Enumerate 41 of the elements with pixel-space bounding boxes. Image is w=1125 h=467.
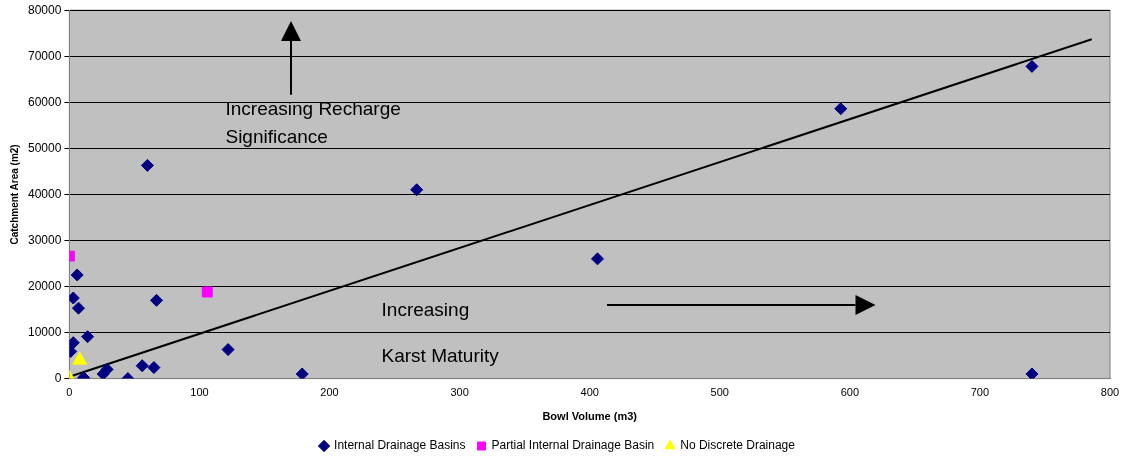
point [140, 158, 154, 172]
point [1025, 59, 1039, 73]
point [70, 268, 84, 282]
point [590, 252, 604, 266]
legend-label: Partial Internal Drainage Basin [491, 438, 655, 453]
y-tick-label: 0 [54, 370, 62, 385]
point [1025, 367, 1039, 379]
y-tick-label: 30000 [27, 232, 62, 247]
legend-label: No Discrete Drainage [680, 438, 796, 453]
y-tick-label: 20000 [27, 278, 62, 293]
x-tick-label: 800 [1100, 386, 1120, 399]
point [834, 102, 848, 116]
y-tick-label: 80000 [27, 2, 62, 17]
x-tick-label: 300 [450, 386, 469, 399]
y-tick-label: 10000 [27, 324, 62, 339]
x-tick-label: 700 [970, 386, 990, 399]
point [150, 293, 164, 307]
y-tick-label: 70000 [27, 48, 62, 63]
annotation: Increasing Recharge Significance [225, 96, 402, 149]
point [410, 183, 424, 197]
y-axis-title: Catchment Area (m2) [8, 144, 20, 245]
x-axis-title: Bowl Volume (m3) [542, 410, 638, 423]
point [96, 367, 110, 379]
point [147, 361, 161, 375]
x-tick-label: 400 [580, 386, 599, 399]
y-tick-label: 40000 [27, 186, 62, 201]
point [295, 367, 309, 379]
point [72, 351, 88, 365]
x-tick-label: 500 [710, 386, 729, 399]
y-tick-label: 50000 [27, 140, 62, 155]
x-tick-label: 600 [840, 386, 860, 399]
point [71, 301, 85, 315]
y-tick-label: 60000 [27, 94, 62, 109]
legend-label: Internal Drainage Basins [334, 438, 466, 453]
x-tick-label: 100 [190, 386, 209, 399]
x-tick-label: 0 [66, 386, 73, 399]
x-tick-label: 200 [320, 386, 339, 399]
text: Increasing Karst Maturity [381, 298, 499, 366]
point [81, 330, 95, 344]
point [135, 359, 149, 373]
point [221, 343, 235, 357]
